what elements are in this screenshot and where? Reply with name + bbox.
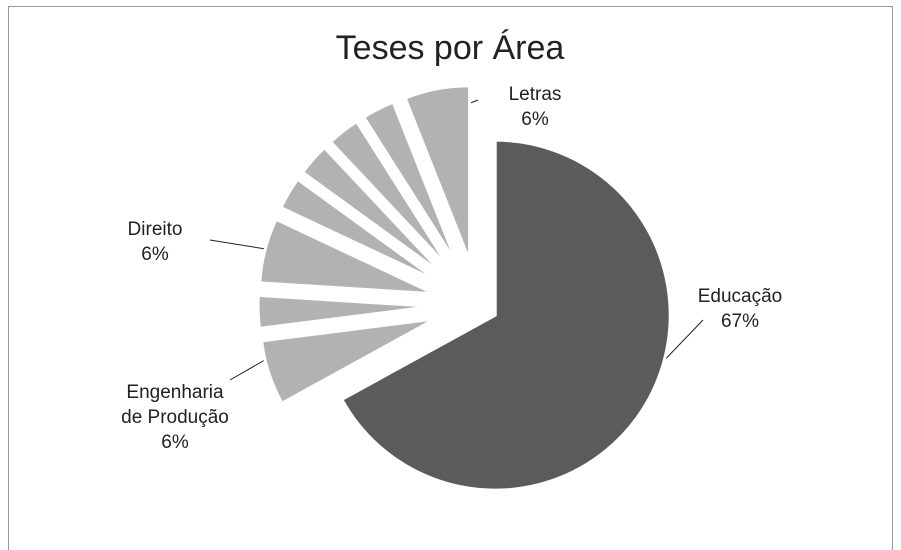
pie-slice [300,145,446,277]
slice-label: Direito 6% [128,219,183,265]
slice-label: Educação 67% [698,286,783,332]
pie-slice [259,317,436,406]
category-label: Educação [698,286,783,307]
pie-slice [278,177,441,284]
value-label: 67% [721,311,759,332]
pie-slice [361,100,459,266]
category-label: Engenharia de Produção [121,382,229,428]
value-label: 6% [521,109,549,130]
value-label: 6% [141,244,169,265]
slice-label: Engenharia de Produção 6% [121,382,229,453]
category-label: Letras [509,84,562,105]
category-label: Direito [128,219,183,240]
pie-slice [256,293,434,331]
leader-line [229,356,271,381]
pie-slice [403,84,472,262]
leader-line [209,239,273,251]
chart-title: Teses por Área [336,29,565,67]
pie-slice [258,217,436,296]
pie-slice [328,119,452,271]
value-label: 6% [161,432,189,453]
chart-frame [8,6,893,550]
slice-label: Letras 6% [509,84,562,130]
pie-slice [339,138,672,492]
